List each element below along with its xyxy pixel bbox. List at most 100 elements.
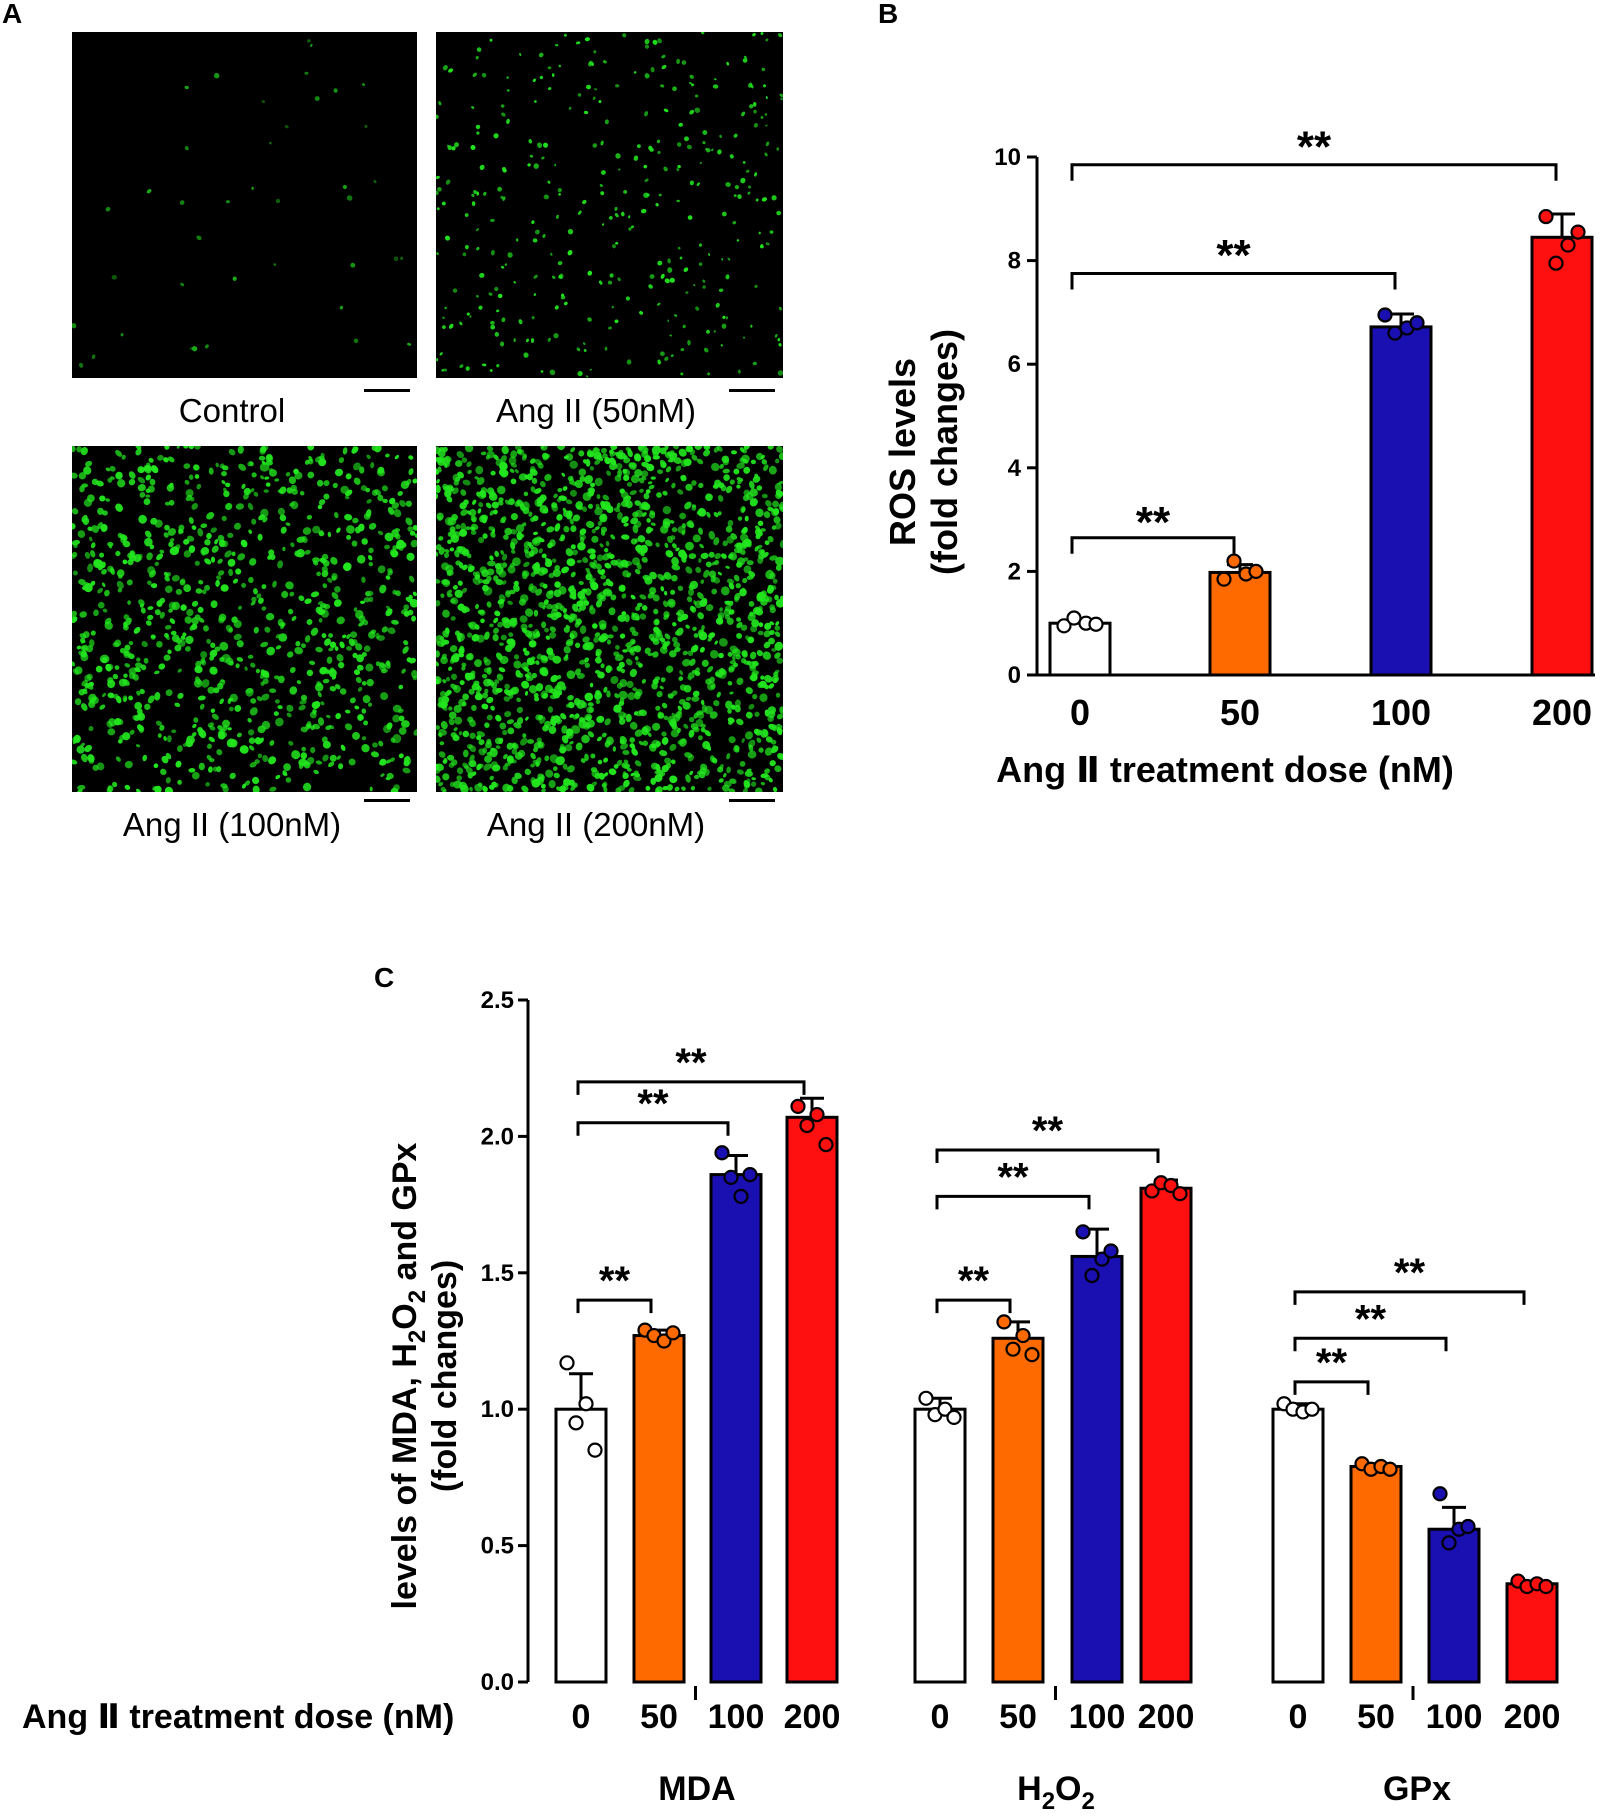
- fluorescent-spot: [262, 755, 269, 762]
- fluorescent-spot: [159, 724, 165, 731]
- fluorescent-spot: [288, 740, 294, 746]
- fluorescent-spot: [367, 702, 373, 707]
- fluorescent-spot: [621, 516, 629, 524]
- fluorescent-spot: [315, 760, 323, 765]
- fluorescent-spot: [707, 372, 711, 376]
- fluorescent-spot: [684, 501, 692, 510]
- fluorescent-spot: [691, 83, 694, 87]
- fluorescent-spot: [533, 531, 538, 536]
- fluorescent-spot: [519, 53, 522, 56]
- fluorescent-spot: [702, 279, 706, 283]
- fluorescent-spot: [351, 540, 358, 547]
- fluorescent-spot: [209, 666, 218, 675]
- fluorescent-spot: [671, 564, 681, 571]
- fluorescent-spot: [86, 683, 94, 690]
- fluorescent-spot: [584, 662, 590, 668]
- fluorescent-spot: [412, 591, 417, 597]
- fluorescent-spot: [321, 736, 328, 743]
- fluorescent-spot: [547, 706, 554, 713]
- fluorescent-spot: [290, 484, 297, 492]
- fluorescent-spot: [469, 786, 473, 792]
- fluorescent-spot: [598, 100, 602, 104]
- fluorescent-spot: [489, 369, 493, 372]
- fluorescent-spot: [304, 71, 309, 75]
- fluorescent-spot: [361, 736, 367, 741]
- fluorescent-spot: [672, 446, 679, 450]
- fluorescent-spot: [676, 58, 681, 64]
- fluorescent-spot: [79, 611, 87, 618]
- fluorescent-spot: [722, 773, 727, 778]
- fluorescent-spot: [610, 446, 618, 450]
- fluorescent-spot: [351, 446, 359, 454]
- fluorescent-spot: [576, 699, 586, 709]
- fluorescent-spot: [489, 38, 493, 42]
- fluorescent-spot: [715, 302, 720, 308]
- fluorescent-spot: [700, 32, 705, 35]
- fluorescent-spot: [326, 656, 333, 664]
- micrograph-angii-200: [436, 446, 783, 792]
- fluorescent-spot: [507, 600, 513, 605]
- fluorescent-spot: [188, 474, 194, 480]
- fluorescent-spot: [72, 472, 78, 479]
- fluorescent-spot: [673, 641, 681, 648]
- fluorescent-spot: [307, 39, 311, 43]
- fluorescent-spot: [183, 446, 189, 449]
- fluorescent-spot: [241, 483, 246, 490]
- fluorescent-spot: [742, 577, 748, 584]
- fluorescent-spot: [599, 184, 603, 187]
- fluorescent-spot: [764, 540, 770, 546]
- fluorescent-spot: [471, 704, 477, 711]
- fluorescent-spot: [654, 619, 660, 625]
- fluorescent-spot: [500, 634, 507, 641]
- fluorescent-spot: [219, 698, 224, 705]
- fluorescent-spot: [475, 124, 481, 130]
- fluorescent-spot: [483, 191, 487, 196]
- fluorescent-spot: [744, 770, 753, 777]
- fluorescent-spot: [334, 586, 341, 593]
- fluorescent-spot: [78, 789, 83, 792]
- fluorescent-spot: [207, 743, 212, 749]
- fluorescent-spot: [299, 490, 305, 496]
- fluorescent-spot: [513, 654, 520, 660]
- fluorescent-spot: [737, 194, 742, 199]
- fluorescent-spot: [680, 348, 685, 352]
- fluorescent-spot: [137, 553, 143, 561]
- fluorescent-spot: [122, 679, 130, 686]
- fluorescent-spot: [476, 131, 480, 135]
- fluorescent-spot: [451, 146, 456, 151]
- fluorescent-spot: [550, 252, 553, 256]
- fluorescent-spot: [95, 665, 103, 673]
- fluorescent-spot: [366, 498, 372, 504]
- fluorescent-spot: [582, 557, 589, 564]
- fluorescent-spot: [381, 485, 388, 492]
- fluorescent-spot: [74, 698, 82, 706]
- fluorescent-spot: [104, 589, 110, 597]
- fluorescent-spot: [207, 686, 215, 694]
- fluorescent-spot: [126, 579, 133, 586]
- fluorescent-spot: [685, 774, 691, 783]
- fluorescent-spot: [394, 454, 400, 460]
- fluorescent-spot: [766, 596, 773, 603]
- fluorescent-spot: [361, 651, 367, 657]
- fluorescent-spot: [660, 351, 665, 357]
- fluorescent-spot: [163, 532, 169, 538]
- fluorescent-spot: [384, 544, 390, 550]
- fluorescent-spot: [587, 702, 594, 707]
- x-tick-label: 100: [708, 1698, 765, 1736]
- fluorescent-spot: [476, 731, 485, 737]
- fluorescent-spot: [365, 663, 374, 672]
- fluorescent-spot: [218, 613, 227, 622]
- fluorescent-spot: [760, 116, 764, 119]
- fluorescent-spot: [157, 733, 162, 738]
- fluorescent-spot: [670, 589, 676, 595]
- fluorescent-spot: [122, 540, 131, 548]
- fluorescent-spot: [510, 549, 516, 554]
- fluorescent-spot: [198, 579, 204, 585]
- fluorescent-spot: [112, 781, 118, 788]
- fluorescent-spot: [530, 517, 536, 523]
- fluorescent-spot: [191, 600, 199, 607]
- fluorescent-spot: [137, 483, 146, 492]
- x-tick-label: 50: [1357, 1698, 1395, 1736]
- fluorescent-spot: [680, 372, 684, 376]
- fluorescent-spot: [700, 727, 706, 733]
